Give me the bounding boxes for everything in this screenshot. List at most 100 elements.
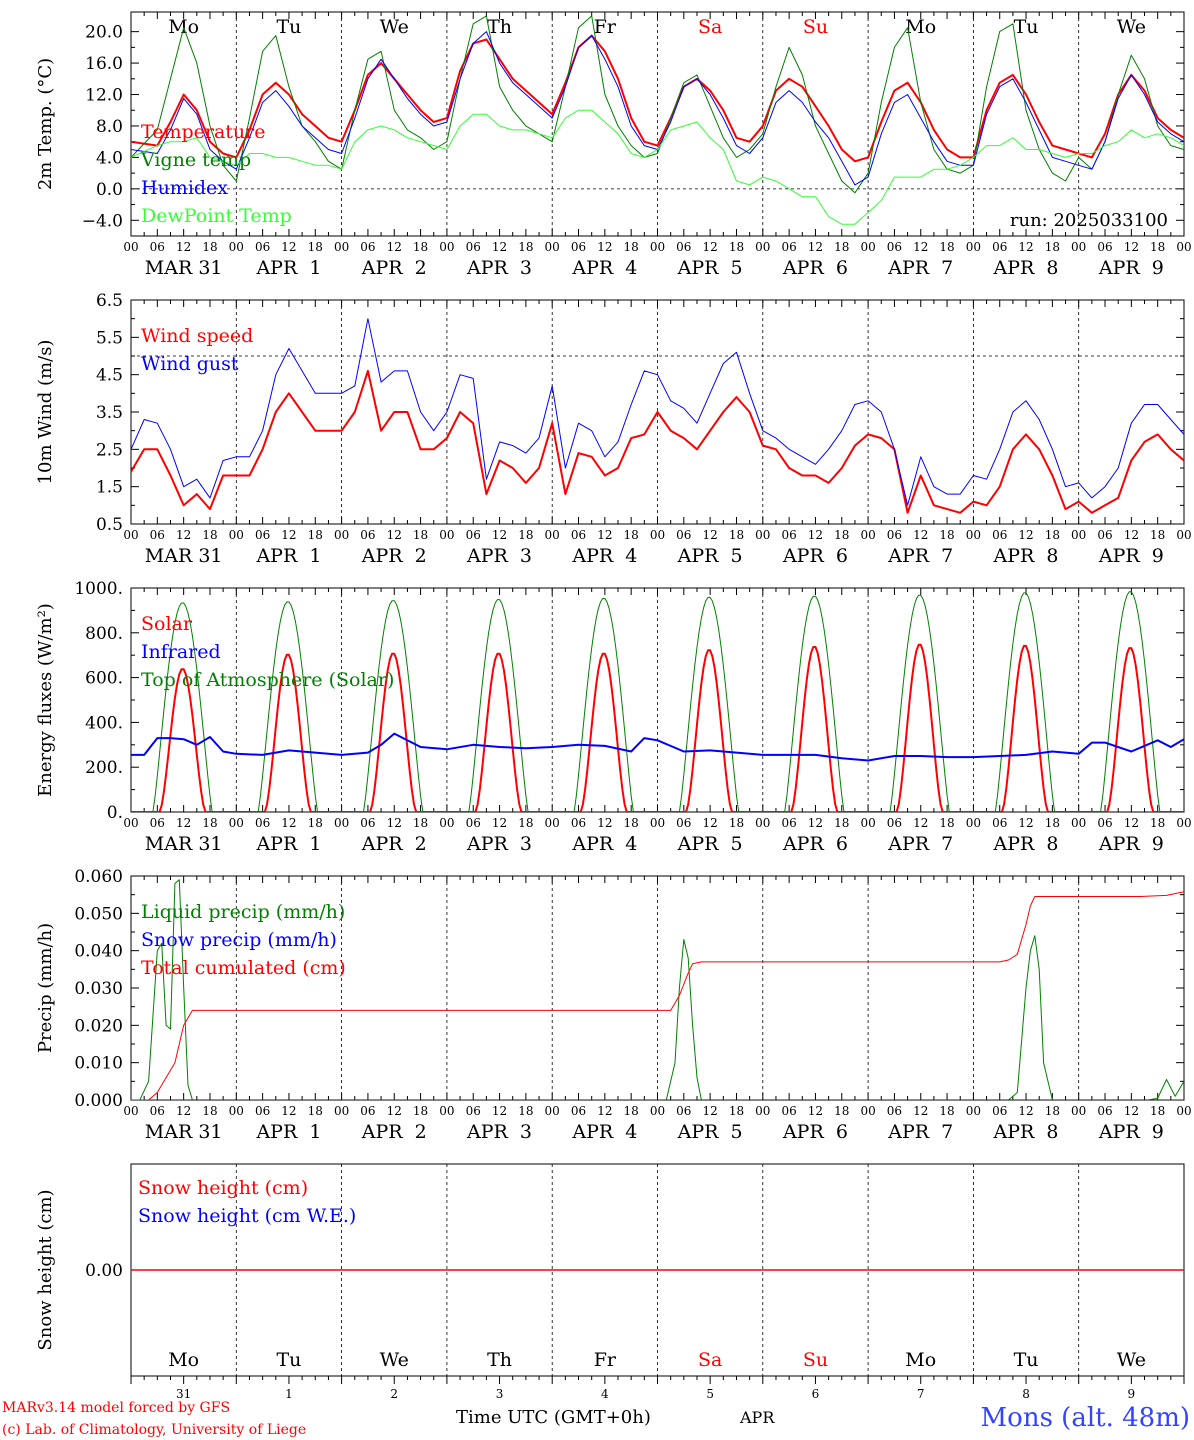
hour-label: 12 — [387, 240, 402, 254]
hour-label: 00 — [229, 1104, 244, 1118]
hour-label: 06 — [150, 240, 165, 254]
hour-label: 00 — [545, 1104, 560, 1118]
hour-label: 00 — [650, 816, 665, 830]
y-tick-label: 12.0 — [85, 86, 123, 106]
hour-label: 12 — [808, 1104, 823, 1118]
series-dewpoint-temp — [131, 109, 1184, 225]
panel-1: 00 06 12 18 00 06 12 18 00 06 12 18 00 06 12 18 00 06 12 18… — [35, 11, 1192, 279]
hour-label: 18 — [202, 816, 217, 830]
hour-label: 12 — [597, 240, 612, 254]
hour-label: 06 — [676, 1104, 691, 1118]
date-label: APR 6 — [782, 545, 848, 567]
lab-credit: (c) Lab. of Climatology, University of L… — [2, 1422, 306, 1438]
day-number: 7 — [917, 1387, 925, 1401]
series-wind-gust — [131, 318, 1184, 506]
date-label: APR 6 — [782, 1121, 848, 1143]
date-label: APR 2 — [361, 545, 427, 567]
dow-label: We — [1117, 1349, 1146, 1371]
hour-label: 00 — [755, 1104, 770, 1118]
hour-label: 06 — [571, 816, 586, 830]
hour-label: 12 — [703, 240, 718, 254]
hour-label: 06 — [571, 528, 586, 542]
hour-label: 06 — [676, 240, 691, 254]
y-tick-label: 6.5 — [96, 291, 123, 311]
date-label: APR 2 — [361, 1121, 427, 1143]
y-tick-label: 600. — [85, 669, 123, 689]
hour-label: 06 — [360, 816, 375, 830]
hour-label: 12 — [913, 816, 928, 830]
y-tick-label: 800. — [85, 624, 123, 644]
hour-label: 18 — [202, 1104, 217, 1118]
hour-label: 18 — [518, 816, 533, 830]
y-tick-label: 0.000 — [74, 1091, 123, 1111]
hour-label: 12 — [281, 1104, 296, 1118]
legend-entry: Snow precip (mm/h) — [141, 929, 337, 951]
hour-label: 18 — [729, 816, 744, 830]
date-label: APR 9 — [1098, 545, 1164, 567]
date-label: APR 4 — [571, 545, 637, 567]
hour-label: 12 — [387, 528, 402, 542]
date-label: APR 4 — [571, 833, 637, 855]
y-tick-label: 0.050 — [74, 904, 123, 924]
dow-label: Mo — [905, 16, 936, 38]
date-label: MAR 31 — [145, 1121, 223, 1143]
hour-label: 18 — [518, 528, 533, 542]
hour-label: 18 — [624, 1104, 639, 1118]
hour-label: 06 — [1097, 816, 1112, 830]
hour-label: 18 — [939, 816, 954, 830]
series-layer — [131, 879, 1184, 1100]
hour-label: 00 — [123, 1104, 138, 1118]
date-label: APR 8 — [993, 257, 1059, 279]
hour-label: 12 — [597, 528, 612, 542]
hour-label: 18 — [624, 816, 639, 830]
hour-label: 06 — [1097, 528, 1112, 542]
hour-label: 12 — [913, 528, 928, 542]
hour-label: 06 — [781, 240, 796, 254]
y-tick-label: 8.0 — [96, 117, 123, 137]
hour-label: 00 — [650, 240, 665, 254]
y-axis-label: Precip (mm/h) — [35, 923, 56, 1053]
legend-entry: Infrared — [141, 641, 221, 663]
panel-3: 00 06 12 18 00 06 12 18 00 06 12 18 00 06 12 18 00 06 12 18… — [35, 579, 1192, 855]
hour-label: 18 — [308, 240, 323, 254]
hour-label: 06 — [466, 240, 481, 254]
hour-label: 00 — [439, 1104, 454, 1118]
day-number: 9 — [1128, 1387, 1136, 1401]
hour-label: 06 — [887, 1104, 902, 1118]
hour-label: 06 — [781, 816, 796, 830]
hour-label: 12 — [387, 816, 402, 830]
panel-5: Mo 31 Tu 1 We 2 Th 3 Fr 4 Sa 5 Su 6 Mo 7 Tu 8 We 9 0.00 Snow … — [35, 1163, 1185, 1401]
dow-label: Th — [487, 1349, 512, 1371]
hour-label: 00 — [860, 528, 875, 542]
y-tick-label: 5.5 — [96, 328, 123, 348]
hour-label: 18 — [202, 240, 217, 254]
date-label: APR 3 — [466, 257, 532, 279]
hour-label: 18 — [1045, 528, 1060, 542]
hour-label: 12 — [808, 528, 823, 542]
y-tick-label: 400. — [85, 713, 123, 733]
hour-label: 18 — [834, 1104, 849, 1118]
y-axis-label: 10m Wind (m/s) — [35, 340, 56, 485]
hour-label: 06 — [887, 240, 902, 254]
hour-label: 06 — [255, 240, 270, 254]
legend-entry: Wind speed — [141, 325, 253, 347]
date-label: APR 6 — [782, 833, 848, 855]
date-label: APR 9 — [1098, 833, 1164, 855]
legend-entry: Snow height (cm) — [138, 1177, 308, 1199]
hour-label: 00 — [650, 528, 665, 542]
y-axis-label: Snow height (cm) — [35, 1189, 56, 1350]
hour-label: 06 — [887, 816, 902, 830]
hour-label: 18 — [1045, 1104, 1060, 1118]
hour-label: 18 — [413, 528, 428, 542]
series-solar — [131, 643, 1184, 812]
hour-label: 00 — [1071, 816, 1086, 830]
hour-label: 00 — [755, 816, 770, 830]
hour-label: 12 — [281, 816, 296, 830]
hour-label: 06 — [781, 528, 796, 542]
hour-label: 06 — [255, 816, 270, 830]
dow-label: Tu — [276, 16, 301, 38]
hour-label: 00 — [650, 1104, 665, 1118]
hour-label: 00 — [860, 816, 875, 830]
hour-label: 12 — [492, 528, 507, 542]
hour-label: 18 — [729, 528, 744, 542]
